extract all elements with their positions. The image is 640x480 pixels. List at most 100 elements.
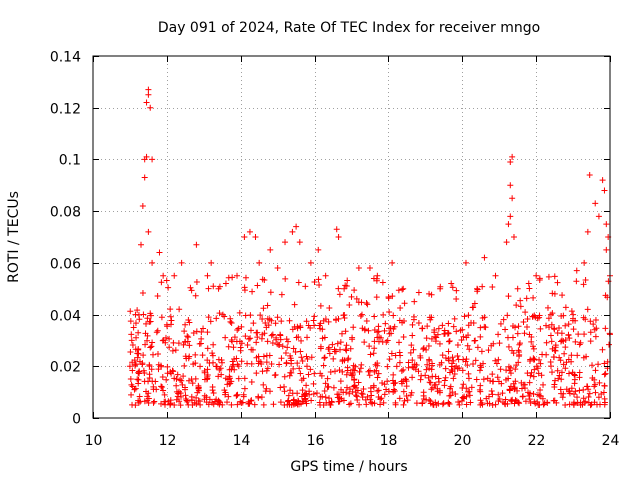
data-point — [426, 290, 433, 297]
data-point — [184, 333, 191, 340]
data-point — [134, 350, 141, 357]
data-point — [389, 293, 396, 300]
data-point — [537, 325, 544, 332]
data-point — [186, 319, 193, 326]
data-point — [574, 352, 581, 359]
data-point — [337, 339, 344, 346]
data-point — [536, 392, 543, 399]
data-points — [126, 86, 613, 409]
data-point — [361, 326, 368, 333]
data-point — [593, 325, 600, 332]
data-point — [499, 390, 506, 397]
data-point — [504, 312, 511, 319]
data-point — [164, 323, 171, 330]
data-point — [375, 387, 382, 394]
data-point — [140, 352, 147, 359]
data-point — [495, 397, 502, 404]
data-point — [415, 319, 422, 326]
data-point — [587, 338, 594, 345]
data-point — [442, 374, 449, 381]
data-point — [534, 398, 541, 405]
data-point — [465, 370, 472, 377]
data-point — [574, 400, 581, 407]
data-point — [278, 291, 285, 298]
data-point — [577, 339, 584, 346]
data-point — [371, 400, 378, 407]
data-point — [435, 379, 442, 386]
data-point — [198, 328, 205, 335]
data-point — [592, 333, 599, 340]
data-point — [322, 394, 329, 401]
data-point — [356, 401, 363, 408]
data-point — [147, 318, 154, 325]
data-point — [271, 372, 278, 379]
data-point — [381, 391, 388, 398]
data-point — [396, 395, 403, 402]
data-point — [549, 310, 556, 317]
data-point — [205, 314, 212, 321]
data-point — [231, 334, 238, 341]
data-point — [138, 241, 145, 248]
data-point — [573, 267, 580, 274]
data-point — [259, 331, 266, 338]
data-point — [213, 315, 220, 322]
data-point — [127, 375, 134, 382]
data-point — [500, 316, 507, 323]
data-point — [311, 370, 318, 377]
data-point — [241, 234, 248, 240]
data-point — [221, 387, 228, 394]
data-point — [445, 348, 452, 355]
data-point — [551, 290, 558, 297]
data-point — [364, 301, 371, 308]
data-point — [410, 346, 417, 353]
data-point — [402, 376, 409, 383]
data-point — [307, 366, 314, 373]
x-tick-labels: 10 12 14 16 18 20 22 24 — [85, 433, 620, 449]
data-point — [418, 372, 425, 379]
data-point — [315, 276, 322, 283]
data-point — [126, 363, 133, 370]
data-point — [264, 302, 271, 309]
x-tick-label: 22 — [528, 433, 546, 449]
data-point — [235, 325, 242, 332]
data-point — [282, 350, 289, 357]
y-tick-label: 0.1 — [59, 153, 81, 169]
data-point — [510, 234, 517, 240]
data-point — [446, 338, 453, 345]
data-point — [407, 392, 414, 399]
data-point — [238, 340, 245, 347]
data-point — [587, 329, 594, 336]
data-point — [197, 401, 204, 408]
data-point — [343, 342, 350, 349]
data-point — [405, 364, 412, 371]
data-point — [449, 354, 456, 361]
data-point — [433, 401, 440, 408]
data-point — [173, 382, 180, 389]
data-point — [547, 332, 554, 339]
data-point — [222, 334, 229, 341]
data-point — [562, 401, 569, 408]
data-point — [170, 339, 177, 346]
data-point — [209, 352, 216, 359]
data-point — [158, 314, 165, 321]
data-point — [325, 318, 332, 325]
x-tick-label: 10 — [85, 433, 103, 449]
data-point — [478, 399, 485, 406]
data-point — [480, 376, 487, 383]
data-point — [132, 385, 139, 392]
data-point — [371, 313, 378, 320]
data-point — [442, 355, 449, 362]
data-point — [400, 401, 407, 408]
data-point — [574, 394, 581, 401]
data-point — [253, 329, 260, 336]
data-point — [175, 340, 182, 347]
data-point — [238, 399, 245, 406]
data-point — [558, 390, 565, 397]
data-point — [544, 304, 551, 311]
data-point — [342, 282, 349, 289]
data-point — [378, 395, 385, 402]
data-point — [373, 294, 380, 301]
data-point — [267, 388, 274, 395]
data-point — [330, 384, 337, 391]
data-point — [551, 273, 558, 280]
